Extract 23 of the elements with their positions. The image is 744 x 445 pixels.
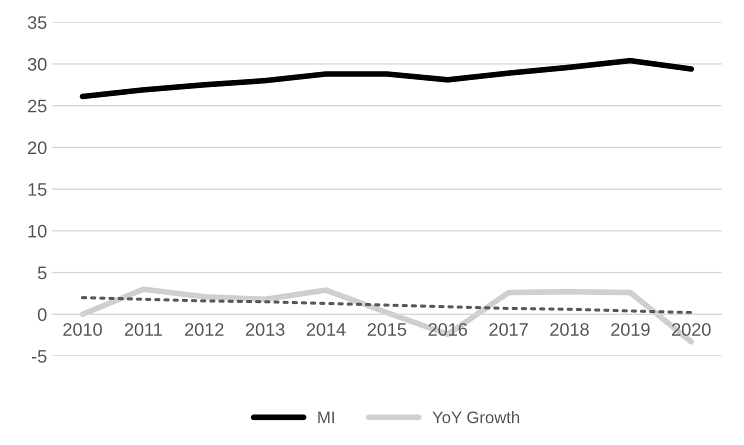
legend-label: YoY Growth (432, 411, 520, 424)
line-series (80, 296, 693, 314)
x-tick-label: 2020 (672, 323, 711, 336)
y-tick-label: 20 (28, 141, 47, 154)
x-tick-label: 2019 (611, 323, 650, 336)
x-tick-label: 2015 (368, 323, 406, 336)
y-tick-label: 0 (38, 308, 47, 321)
y-tick-label: 15 (28, 183, 46, 196)
x-tick-label: 2018 (550, 323, 589, 336)
y-tick-label: 10 (28, 224, 47, 238)
y-tick-label: 5 (38, 266, 46, 280)
x-tick-label: 2011 (124, 323, 162, 336)
x-tick-label: 2017 (489, 323, 528, 336)
y-tick-label: -5 (32, 350, 46, 363)
y-tick-label: 30 (28, 58, 47, 71)
x-tick-label: 2010 (63, 323, 102, 336)
x-tick-label: 2013 (246, 323, 284, 336)
y-tick-label: 25 (28, 100, 46, 112)
x-tick-label: 2016 (428, 323, 468, 336)
x-tick-label: 2014 (306, 323, 346, 336)
y-tick-label: 35 (28, 16, 46, 29)
legend-label: MI (318, 412, 334, 424)
x-tick-label: 2012 (185, 323, 224, 336)
